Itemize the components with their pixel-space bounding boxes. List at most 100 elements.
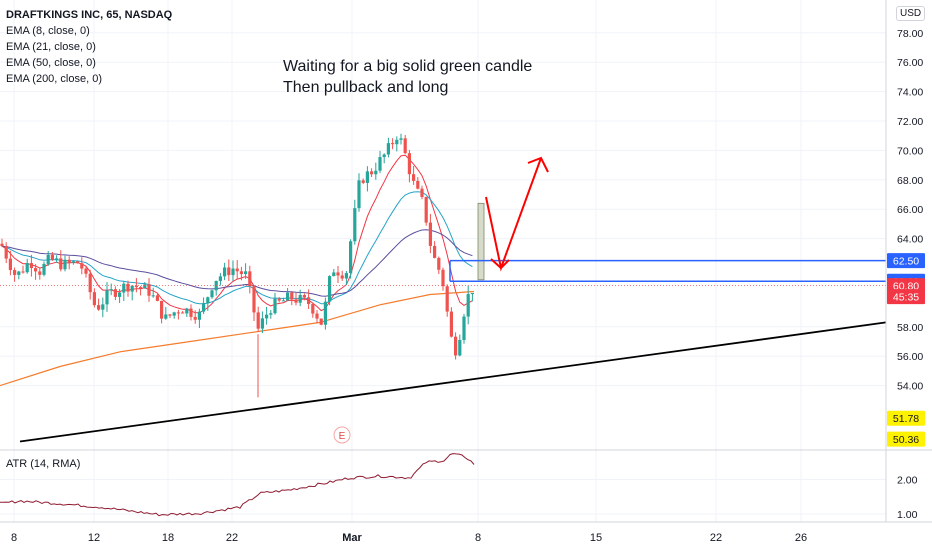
legend-ema21[interactable]: EMA (21, close, 0): [6, 41, 96, 53]
price-tag: 51.78: [887, 410, 925, 426]
atr-legend[interactable]: ATR (14, RMA): [6, 458, 81, 470]
candle-body: [227, 267, 231, 276]
annotation-line-1: Waiting for a big solid green candle: [283, 58, 533, 75]
y-tick-label: 68.00: [897, 175, 923, 187]
x-tick-label: 22: [710, 532, 722, 544]
candle-body: [466, 294, 470, 317]
ema-200-line: [0, 290, 475, 387]
price-tag: 62.50: [887, 253, 925, 269]
candle-body: [4, 246, 8, 259]
price-tag-bg: [887, 410, 925, 426]
earnings-circle: [333, 426, 351, 444]
candle-body: [412, 174, 416, 181]
candle-body: [8, 258, 12, 271]
y-tick-label: 78.00: [897, 28, 923, 40]
candle-body: [193, 316, 197, 320]
price-tag: 50.36: [887, 431, 925, 447]
candle-body: [134, 285, 138, 288]
candle-body: [386, 143, 390, 155]
candle-body: [458, 339, 462, 356]
candle-body: [374, 170, 378, 175]
candle-body: [462, 316, 466, 340]
candle-body: [357, 180, 361, 209]
text-annotation[interactable]: Waiting for a big solid green candle The…: [283, 56, 532, 98]
legend-ema50[interactable]: EMA (50, close, 0): [6, 57, 96, 69]
candle-body: [202, 303, 206, 312]
y-tick-label: 66.00: [897, 204, 923, 216]
candle-body: [139, 287, 143, 289]
candle-body: [189, 308, 193, 317]
candle-body: [210, 290, 214, 298]
candle-body: [365, 171, 369, 183]
candle-body: [307, 297, 311, 304]
candle-body: [319, 318, 323, 325]
ema-21-line: [1, 191, 473, 305]
candle-body: [336, 272, 340, 276]
trendline: [19, 321, 887, 443]
candle-body: [454, 336, 458, 356]
candle-body: [168, 314, 172, 316]
symbol-title[interactable]: DRAFTKINGS INC, 65, NASDAQ: [6, 9, 173, 21]
candle-body: [332, 272, 336, 277]
price-tag-bg: [887, 289, 925, 305]
candle-body: [445, 286, 449, 312]
candle-body: [273, 298, 277, 314]
candle-body: [109, 289, 113, 291]
candle-body: [105, 290, 109, 305]
candle-body: [55, 258, 59, 260]
candle-body: [286, 292, 290, 301]
candle-body: [281, 300, 285, 302]
candle-body: [46, 254, 50, 264]
candle-body: [223, 267, 227, 277]
arrow-head-up: [527, 156, 549, 173]
legend-ema8[interactable]: EMA (8, close, 0): [6, 25, 90, 37]
projection-arrow: [485, 157, 542, 272]
price-tag-label: 51.78: [893, 413, 919, 425]
candle-body: [181, 312, 185, 314]
candle-body: [399, 138, 403, 140]
candle-body: [67, 259, 71, 263]
y-tick-label: 72.00: [897, 116, 923, 128]
currency-button[interactable]: USD: [896, 6, 926, 21]
candle-body: [17, 271, 21, 275]
candle-body: [71, 261, 75, 263]
candle-body: [407, 153, 411, 175]
candle-body: [424, 197, 428, 223]
legend: DRAFTKINGS INC, 65, NASDAQ EMA (8, close…: [6, 7, 172, 87]
candle-body: [395, 139, 399, 145]
candle-body: [248, 271, 252, 287]
candle-body: [269, 313, 273, 315]
x-tick-label: 15: [590, 532, 602, 544]
y-tick-label: 58.00: [897, 322, 923, 334]
legend-ema200[interactable]: EMA (200, close, 0): [6, 73, 102, 85]
candle-body: [80, 263, 84, 269]
candle-body: [176, 312, 180, 314]
candle-body: [302, 295, 306, 298]
candle-body: [328, 276, 332, 302]
candle-body: [155, 295, 159, 301]
candle-body: [206, 297, 210, 304]
price-levels[interactable]: [0, 259, 886, 287]
candle-body: [361, 180, 365, 183]
candle-body: [382, 154, 386, 158]
x-tick-label: 12: [88, 532, 100, 544]
price-tag: 45:35: [887, 289, 925, 305]
drawings[interactable]: E: [19, 156, 887, 444]
candle-body: [76, 261, 80, 264]
y-tick-label: 76.00: [897, 57, 923, 69]
candle-body: [420, 188, 424, 198]
candle-body: [63, 259, 67, 270]
candle-body: [29, 263, 33, 269]
y-tick-label: 64.00: [897, 234, 923, 246]
candle-body: [147, 284, 151, 296]
candle-body: [353, 208, 357, 242]
atr-tick-label: 2.00: [897, 475, 918, 487]
candle-body: [437, 257, 441, 270]
candle-body: [13, 270, 17, 275]
candle-body: [231, 268, 235, 276]
hypothetical-candle: [477, 202, 485, 281]
candle-body: [416, 180, 420, 189]
candle-body: [391, 143, 395, 145]
candle-body: [218, 276, 222, 281]
